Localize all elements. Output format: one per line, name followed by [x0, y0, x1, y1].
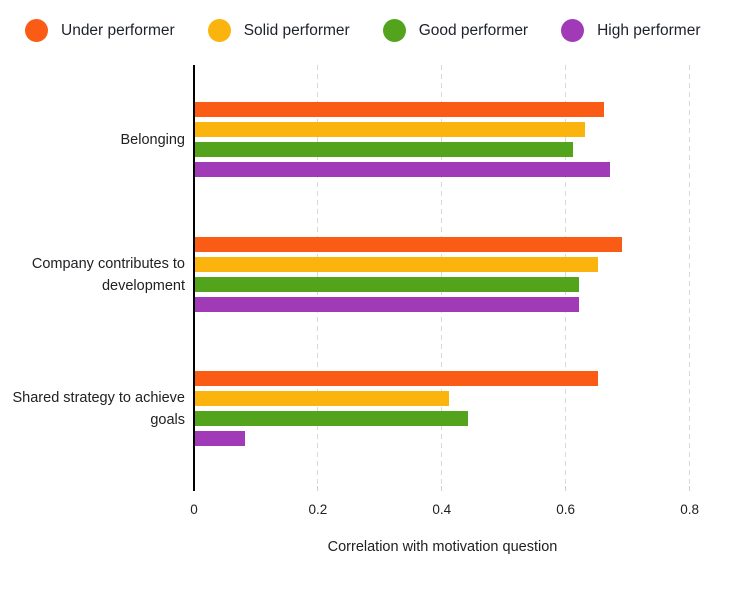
x-tick-label-0.8: 0.8: [680, 502, 699, 517]
legend-label: Under performer: [61, 21, 175, 39]
bar-under-performer-shared-strategy-to-achieve-goals: [195, 371, 598, 386]
category-label-belonging: Belonging: [120, 131, 186, 148]
bar-high-performer-belonging: [195, 162, 611, 177]
category-label-company-contributes-to-development: Company contributes to development: [31, 255, 185, 294]
gridline-0.6: [565, 65, 567, 486]
legend-item-good-performer: Good performer: [382, 19, 529, 42]
bar-under-performer-company-contributes-to-development: [195, 237, 623, 252]
y-axis-zero-line: [193, 65, 195, 486]
legend-swatch-icon-good-performer: [382, 19, 406, 42]
bar-solid-performer-shared-strategy-to-achieve-goals: [195, 391, 449, 406]
x-tick-mark-0: [193, 486, 195, 491]
bar-under-performer-belonging: [195, 102, 604, 117]
category-label-shared-strategy-to-achieve-goals: Shared strategy to achieve goals: [12, 389, 186, 428]
x-tick-label-0.6: 0.6: [556, 502, 576, 517]
x-tick-mark-0.6: [565, 486, 567, 491]
legend: Under performer Solid performer Good perfo…: [25, 19, 700, 42]
x-tick-label-0.2: 0.2: [308, 502, 328, 517]
legend-swatch-icon-under-performer: [25, 19, 48, 42]
bar-high-performer-shared-strategy-to-achieve-goals: [195, 431, 245, 446]
bar-good-performer-shared-strategy-to-achieve-goals: [195, 411, 468, 426]
gridline-0.2: [317, 65, 319, 486]
legend-label: High performer: [597, 21, 701, 39]
x-tick-mark-0.2: [317, 486, 319, 491]
x-tick-label-0: 0: [190, 502, 198, 517]
gridline-0.4: [441, 65, 443, 486]
x-axis-title: Correlation with motivation question: [327, 539, 558, 555]
bar-good-performer-company-contributes-to-development: [195, 277, 580, 292]
legend-swatch-icon-high-performer: [561, 19, 585, 42]
legend-label: Good performer: [418, 21, 529, 39]
legend-swatch-icon-solid-performer: [207, 19, 231, 42]
bar-good-performer-belonging: [195, 142, 573, 157]
x-tick-label-0.4: 0.4: [432, 502, 452, 517]
x-tick-mark-0.8: [689, 486, 691, 491]
bar-solid-performer-company-contributes-to-development: [195, 257, 598, 272]
legend-item-under-performer: Under performer: [25, 19, 175, 42]
legend-item-solid-performer: Solid performer: [207, 19, 350, 42]
bar-high-performer-company-contributes-to-development: [195, 297, 580, 312]
x-tick-mark-0.4: [441, 486, 443, 491]
bar-solid-performer-belonging: [195, 122, 586, 137]
gridline-0.8: [689, 65, 691, 486]
legend-item-high-performer: High performer: [561, 19, 700, 42]
legend-label: Solid performer: [243, 21, 350, 39]
